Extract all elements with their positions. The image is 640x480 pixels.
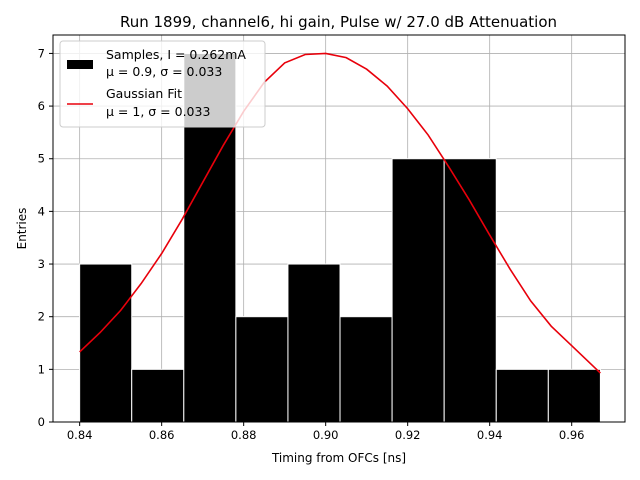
y-tick-label: 1 (38, 362, 45, 376)
legend-fit-label: Gaussian Fit (106, 86, 182, 101)
y-tick-label: 0 (38, 415, 45, 429)
histogram-bar-1 (131, 368, 185, 423)
legend-histogram-swatch (67, 60, 93, 69)
histogram-bar-4 (287, 263, 341, 423)
x-tick-label: 0.94 (477, 428, 503, 442)
y-tick-label: 2 (38, 310, 45, 324)
histogram-bar-7 (443, 158, 497, 423)
y-tick-label: 4 (38, 204, 45, 218)
x-tick-label: 0.84 (67, 428, 93, 442)
legend-box (59, 40, 266, 128)
y-axis-ticks: 0 1 2 3 4 5 6 7 (38, 46, 53, 429)
x-tick-label: 0.96 (559, 428, 585, 442)
chart-title: Run 1899, channel6, hi gain, Pulse w/ 27… (120, 13, 557, 31)
fit-layer (79, 52, 601, 374)
legend: Samples, I = 0.262mA μ = 0.9, σ = 0.033 … (59, 40, 266, 128)
gaussian-fit-line (79, 52, 601, 374)
y-tick-label: 6 (38, 99, 45, 113)
x-tick-label: 0.92 (395, 428, 421, 442)
x-axis-label: Timing from OFCs [ns] (271, 451, 406, 465)
histogram-bar-9 (547, 368, 601, 423)
histogram-bar-8 (495, 368, 549, 423)
legend-histogram-label: Samples, I = 0.262mA (106, 47, 246, 62)
x-tick-label: 0.88 (231, 428, 257, 442)
y-tick-label: 5 (38, 152, 45, 166)
histogram-bar-6 (391, 158, 445, 423)
legend-fit-stats: μ = 1, σ = 0.033 (106, 104, 210, 119)
plot-frame (52, 34, 626, 423)
x-tick-label: 0.90 (313, 428, 339, 442)
y-axis-label: Entries (15, 208, 29, 250)
y-tick-label: 7 (38, 46, 45, 60)
histogram-bar-0 (79, 263, 133, 423)
y-tick-label: 3 (38, 257, 45, 271)
x-axis-ticks: 0.84 0.86 0.88 0.90 0.92 0.94 0.96 (67, 422, 585, 442)
legend-histogram-stats: μ = 0.9, σ = 0.033 (106, 64, 222, 79)
histogram-bar-5 (339, 316, 393, 423)
histogram-bars (79, 52, 601, 423)
x-tick-label: 0.86 (149, 428, 175, 442)
histogram-bar-3 (235, 316, 289, 423)
